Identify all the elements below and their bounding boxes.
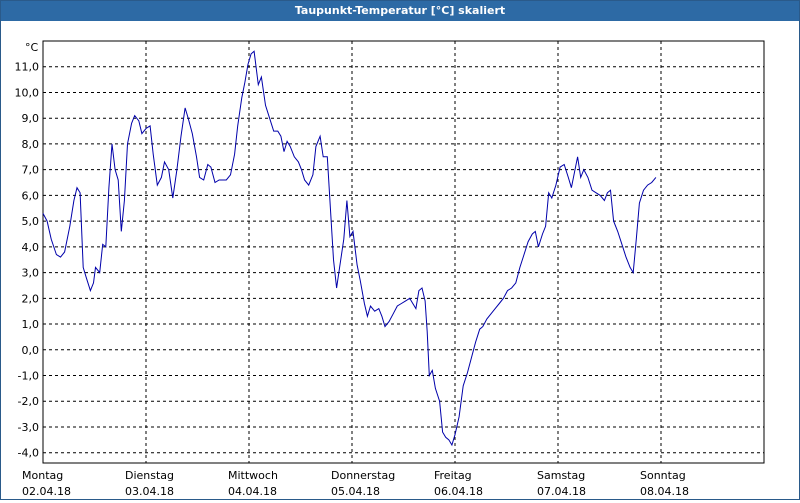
x-tick-label-date: 04.04.18 <box>228 485 277 498</box>
x-tick-labels: Montag 02.04.18 Dienstag 03.04.18 Mittwoch 04… <box>22 469 689 498</box>
x-tick-label-date: 03.04.18 <box>125 485 174 498</box>
x-tick-label-day: Mittwoch <box>228 469 278 482</box>
vertical-gridlines <box>145 41 662 463</box>
x-tick-label-day: Sonntag <box>640 469 686 482</box>
x-tick-label-date: 05.04.18 <box>331 485 380 498</box>
window-title: Taupunkt-Temperatur [°C] skaliert <box>1 1 799 21</box>
x-tick-label-day: Freitag <box>434 469 472 482</box>
y-tick-label: 5,0 <box>22 215 40 228</box>
x-tick-label-day: Dienstag <box>125 469 174 482</box>
plot-frame <box>42 40 765 464</box>
y-tick-label: 3,0 <box>22 267 40 280</box>
x-tick-label-date: 08.04.18 <box>640 485 689 498</box>
x-tick-label-date: 06.04.18 <box>434 485 483 498</box>
y-tick-label: -2,0 <box>18 395 39 408</box>
y-axis-unit-label: °C <box>25 41 39 54</box>
y-tick-label: 4,0 <box>22 241 40 254</box>
y-tick-label: 0,0 <box>22 344 40 357</box>
y-tick-label: 7,0 <box>22 164 40 177</box>
y-tick-labels: -4,0 -3,0 -2,0 -1,0 0,0 1,0 2,0 3,0 4,0 5,0 6,0 7,0… <box>15 61 40 460</box>
y-tick-label: -1,0 <box>18 370 39 383</box>
y-tick-label: -4,0 <box>18 447 39 460</box>
y-tick-label: 1,0 <box>22 318 40 331</box>
x-tick-label-day: Donnerstag <box>331 469 395 482</box>
y-tick-label: 9,0 <box>22 112 40 125</box>
y-tick-label: 6,0 <box>22 189 40 202</box>
x-tick-label-day: Montag <box>22 469 63 482</box>
y-tick-label: 2,0 <box>22 292 40 305</box>
y-tick-label: 11,0 <box>15 61 40 74</box>
x-tick-label-date: 02.04.18 <box>22 485 71 498</box>
x-tick-label-date: 07.04.18 <box>537 485 586 498</box>
dewpoint-chart: °C -4,0 -3,0 -2,0 -1,0 0,0 1,0 2,0 3,0 4,0 5,0 6,0… <box>15 40 765 498</box>
y-tick-label: -3,0 <box>18 421 39 434</box>
dewpoint-series-line <box>42 50 657 447</box>
y-tick-label: 8,0 <box>22 138 40 151</box>
x-tick-label-day: Samstag <box>537 469 585 482</box>
horizontal-gridlines <box>43 66 764 454</box>
plot-area: °C -4,0 -3,0 -2,0 -1,0 0,0 1,0 2,0 3,0 4,0 5,0 6,0… <box>1 21 799 499</box>
y-tick-label: 10,0 <box>15 86 40 99</box>
